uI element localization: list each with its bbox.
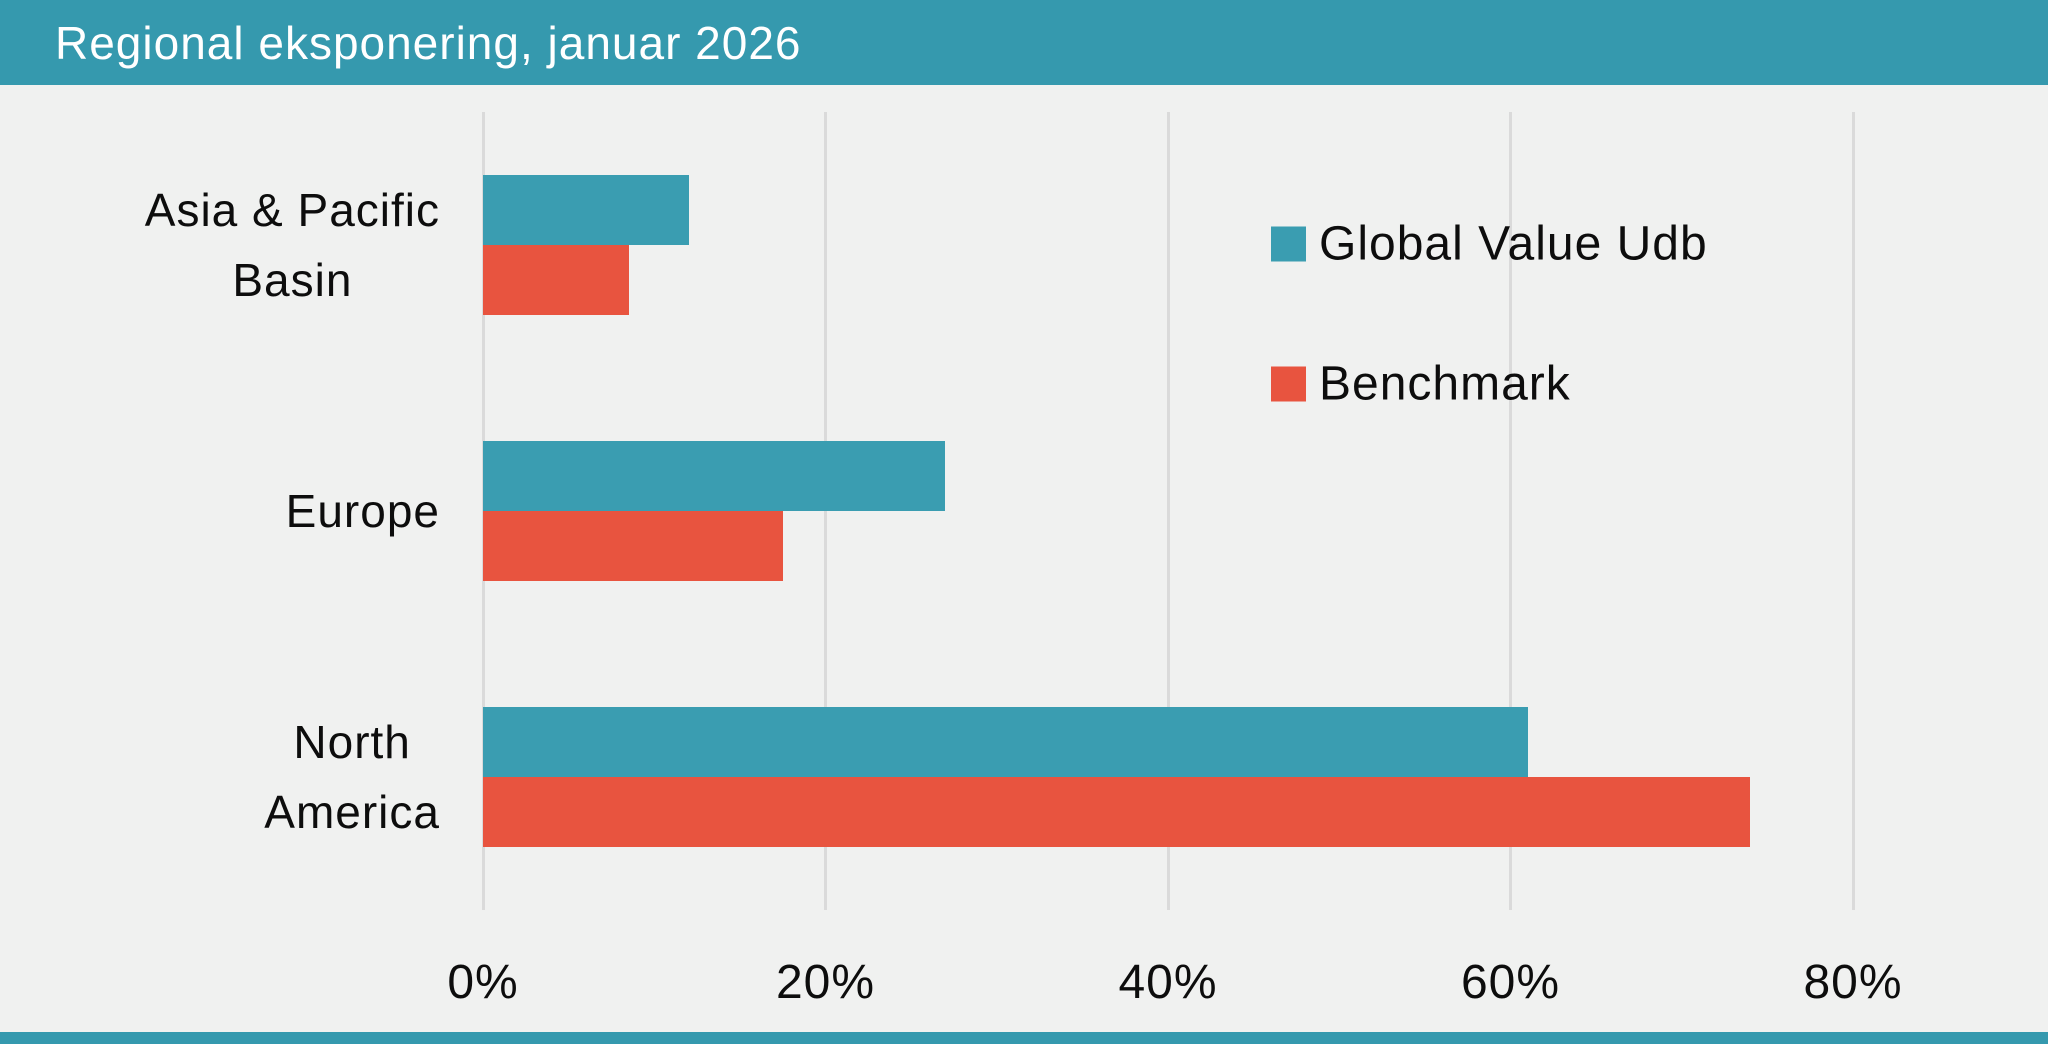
gridline [1166, 112, 1170, 910]
bottom-accent-bar [0, 1032, 2048, 1044]
legend-item-global-value-udb: Global Value Udb [1271, 217, 1708, 272]
x-axis-tick-label: 80% [1803, 956, 1903, 1009]
bar-europe-benchmark [483, 511, 783, 581]
x-axis-tick-label: 60% [1460, 956, 1561, 1009]
legend-item-benchmark: Benchmark [1271, 357, 1571, 412]
category-label-asia-pacific-basin: Asia & Pacific Basin [144, 184, 440, 306]
bar-asia-pacific-basin-benchmark [483, 245, 629, 315]
legend-swatch-teal-icon [1271, 226, 1306, 262]
x-axis-tick-label: 0% [447, 956, 519, 1009]
bar-north-america-global-value-udb [483, 707, 1528, 777]
bar-asia-pacific-basin-global-value-udb [483, 175, 689, 245]
x-axis-tick-label: 40% [1118, 956, 1218, 1009]
category-label-north-america: North America [264, 716, 440, 838]
gridline [1851, 112, 1855, 910]
gridline [1509, 112, 1512, 910]
category-label-europe: Europe [285, 485, 440, 537]
title-bar: Regional eksponering, januar 2026 [0, 0, 2048, 85]
chart-title: Regional eksponering, januar 2026 [55, 16, 802, 69]
x-axis-tick-label: 20% [775, 956, 876, 1009]
bar-europe-global-value-udb [483, 441, 946, 511]
legend-swatch-red-icon [1271, 366, 1306, 402]
legend-label: Benchmark [1319, 357, 1571, 411]
gridline [824, 112, 827, 910]
bar-north-america-benchmark [483, 777, 1751, 847]
legend-label: Global Value Udb [1319, 217, 1708, 271]
